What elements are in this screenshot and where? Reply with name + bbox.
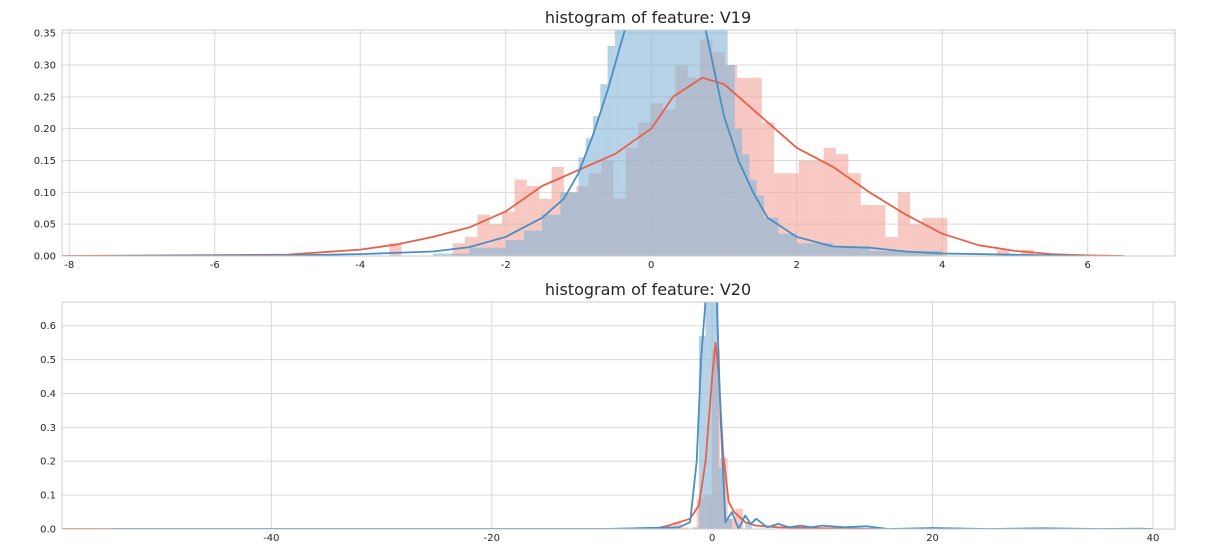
y-tick-label: 0.05 [34,220,56,231]
histogram-bar [734,128,743,256]
x-tick-label: -6 [210,260,220,271]
y-tick-label: 0.5 [40,355,56,366]
histogram-bar [796,243,834,256]
chart-title: histogram of feature: V20 [545,280,751,299]
histogram-bar [934,217,948,256]
histogram-bar [523,230,543,256]
y-tick-label: 0.30 [34,61,56,72]
kde-line [111,302,1154,529]
histogram-bar [848,173,861,256]
histogram-bar [452,243,466,256]
histogram-bar [585,138,594,256]
x-tick-label: -8 [64,260,74,271]
x-tick-label: 40 [1147,533,1160,544]
histogram-bar [742,154,750,256]
histogram-bar [763,217,779,256]
histogram-bar [607,45,615,256]
y-tick-label: 0.20 [34,124,56,135]
plot-marks [62,302,1154,529]
histogram-bar [836,154,849,256]
histogram-bar [811,160,824,256]
x-tick-label: 4 [939,260,945,271]
y-tick-label: 0.15 [34,156,56,167]
x-tick-label: -20 [484,533,500,544]
x-tick-label: 20 [926,533,939,544]
kde-line [62,76,1125,256]
histogram-bar [823,147,837,256]
histogram-bar [593,115,601,256]
y-tick-label: 0.2 [40,457,56,468]
histogram-bar [692,527,699,529]
x-tick-label: 0 [648,260,654,271]
histogram-bar [735,508,744,529]
plot-marks [62,30,1125,256]
histogram-bar [873,205,886,256]
histogram-bar [433,253,470,256]
histogram-bar [673,522,682,529]
kde-line [112,30,1088,256]
histogram-bar [778,233,797,256]
x-tick-label: -2 [501,260,511,271]
y-tick-label: 0.4 [40,389,56,400]
histogram-bar [798,160,812,256]
y-tick-label: 0.1 [40,491,56,502]
y-tick-label: 0.25 [34,92,56,103]
x-tick-label: 0 [709,533,715,544]
histogram-bar [505,240,524,256]
chart-title: histogram of feature: V19 [545,8,751,27]
histogram-bar [727,65,735,256]
y-tick-label: 0.0 [40,525,56,536]
histogram-bar [477,214,490,256]
y-tick-label: 0.00 [34,252,56,263]
kde-line [62,341,878,529]
x-tick-label: -40 [263,533,279,544]
plot-area [62,302,1175,529]
histogram-bar [749,179,757,256]
histogram-bar [860,205,874,256]
histogram-bar [756,195,764,256]
histogram-bar [897,192,911,256]
x-tick-label: 6 [1085,260,1091,271]
y-tick-label: 0.3 [40,423,56,434]
histogram-bar [600,84,608,256]
histogram-bar [833,246,870,256]
histogram-bar [469,247,506,256]
histogram-bar [560,192,579,256]
histogram-bar [996,249,1010,256]
histogram-bar [725,518,733,529]
plot-frame [61,29,1176,257]
chart-v19: histogram of feature: V19 -8 -6 -4 -2 0 2 4 6 0.… [34,8,1176,271]
y-tick-label: 0.6 [40,321,56,332]
plot-frame [61,301,1176,530]
histogram-bar [681,527,690,529]
x-tick-label: -4 [355,260,365,271]
x-tick-label: 2 [794,260,800,271]
y-tick-label: 0.35 [34,29,56,40]
histogram-bar [578,157,586,256]
histogram-bar [869,250,943,256]
y-tick-label: 0.10 [34,188,56,199]
histogram-bar [698,335,706,529]
chart-v20: histogram of feature: V20 -40 -20 0 20 40 0.0… [40,280,1176,544]
histogram-bar [542,214,561,256]
histogram-bar [622,30,728,256]
histogram-bar [910,224,923,256]
histogram-bar [718,468,726,529]
histogram-bar [745,522,752,529]
histogram-bar [712,302,719,529]
histogram-bar [614,30,623,256]
